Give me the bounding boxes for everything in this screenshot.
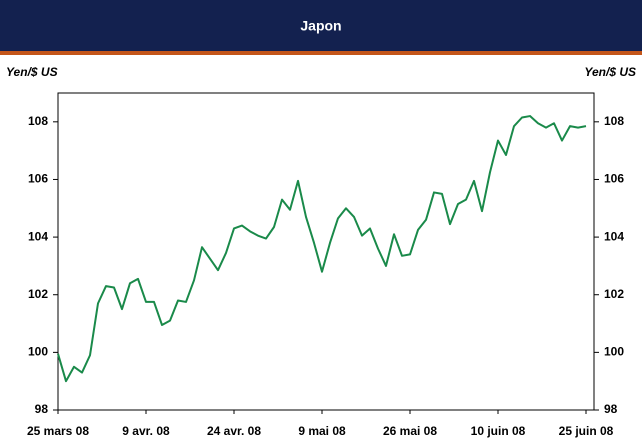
y2-tick-label: 108 [604, 114, 624, 128]
y-tick-label: 104 [28, 229, 48, 243]
x-tick-label: 9 mai 08 [298, 424, 346, 438]
title-rule [0, 51, 642, 55]
y-tick-label: 100 [28, 345, 48, 359]
x-tick-label: 25 juin 08 [559, 424, 614, 438]
chart-title: Japon [300, 18, 341, 34]
x-tick-label: 10 juin 08 [471, 424, 526, 438]
y-tick-label: 108 [28, 114, 48, 128]
y2-tick-label: 102 [604, 287, 624, 301]
y-axis-label: Yen/$ US [6, 65, 58, 79]
y2-axis-label: Yen/$ US [584, 65, 636, 79]
y2-tick-label: 106 [604, 172, 624, 186]
x-tick-label: 24 avr. 08 [207, 424, 261, 438]
x-tick-label: 9 avr. 08 [122, 424, 170, 438]
x-tick-label: 26 mai 08 [383, 424, 437, 438]
y-tick-label: 102 [28, 287, 48, 301]
title-bar [0, 0, 642, 51]
line-series [57, 115, 587, 383]
plot-frame [57, 92, 595, 411]
y2-tick-label: 98 [604, 402, 618, 416]
y2-tick-label: 104 [604, 229, 624, 243]
x-tick-label: 25 mars 08 [27, 424, 89, 438]
y-tick-label: 98 [35, 402, 49, 416]
y-tick-label: 106 [28, 172, 48, 186]
y2-tick-label: 100 [604, 345, 624, 359]
